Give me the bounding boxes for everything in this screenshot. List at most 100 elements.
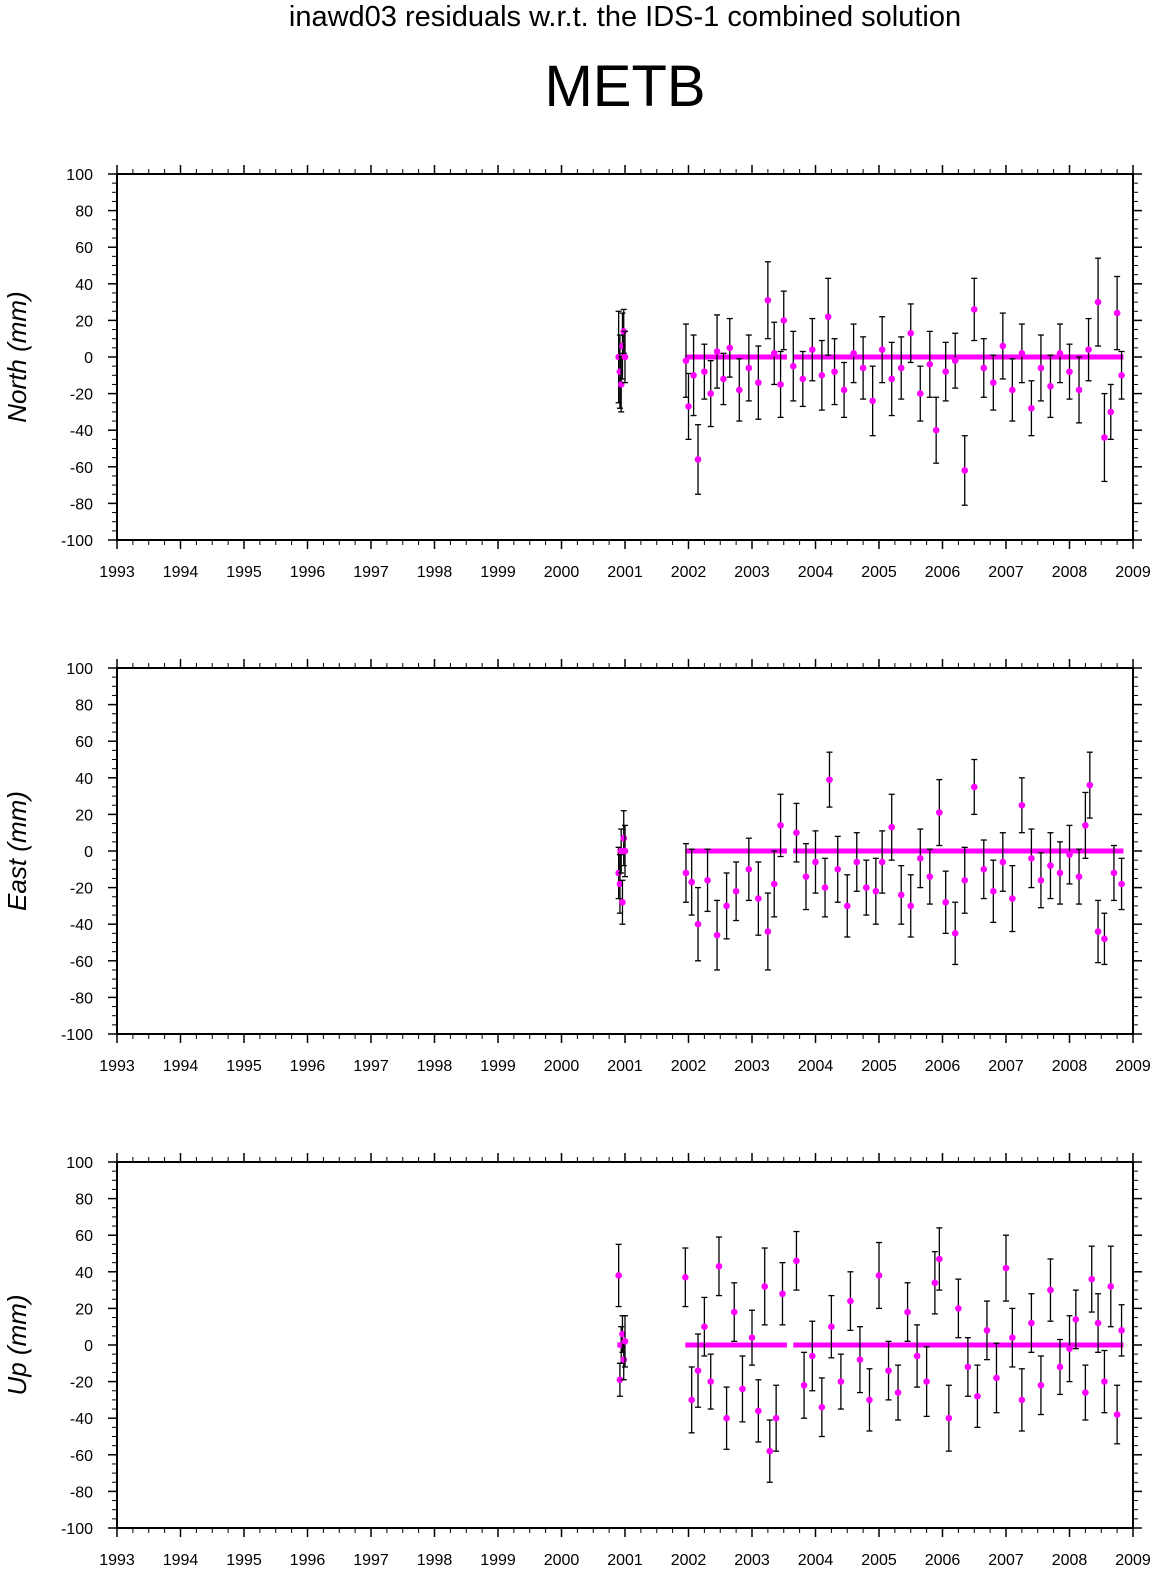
data-point <box>1075 386 1083 394</box>
x-tick-label: 2002 <box>671 1552 707 1569</box>
data-point <box>970 306 978 313</box>
x-tick-label: 1997 <box>353 1058 389 1075</box>
data-point <box>1047 382 1054 390</box>
data-point <box>739 1385 746 1393</box>
data-point <box>682 869 690 877</box>
data-point <box>993 1374 1000 1382</box>
data-point <box>1118 880 1125 888</box>
data-point <box>847 1297 854 1305</box>
data-point <box>809 1352 816 1360</box>
data-layer <box>615 1227 1125 1483</box>
data-point <box>619 898 626 906</box>
data-point <box>897 891 905 899</box>
data-point <box>694 456 702 463</box>
data-point <box>990 887 997 895</box>
data-point <box>1085 346 1092 353</box>
data-point <box>878 858 886 866</box>
data-point <box>853 858 861 866</box>
data-point <box>818 372 826 379</box>
data-point <box>1066 1345 1073 1352</box>
y-tick-label: 20 <box>75 807 93 824</box>
panel-east: 1993 1994 1995 1996 1997 1998 1999 2000 2001 2002… <box>2 659 1151 1075</box>
data-point <box>793 1257 800 1265</box>
data-point <box>942 368 949 375</box>
data-point <box>931 1279 939 1287</box>
y-tick-label: -60 <box>70 1448 93 1465</box>
data-point <box>904 1308 911 1316</box>
x-tick-label: 2005 <box>861 564 897 581</box>
data-point <box>713 931 721 939</box>
data-point <box>1094 928 1102 935</box>
data-point <box>723 902 730 910</box>
x-tick-label: 2009 <box>1115 1058 1151 1075</box>
data-point <box>843 902 851 910</box>
y-tick-label: -40 <box>70 917 93 934</box>
data-point <box>621 353 629 361</box>
data-point <box>951 357 959 364</box>
y-tick-label: -40 <box>70 1411 93 1428</box>
data-point <box>926 873 934 880</box>
y-tick-label: -100 <box>61 1521 93 1538</box>
x-tick-label: 1997 <box>353 1552 389 1569</box>
data-point <box>1018 350 1026 357</box>
data-point <box>682 1273 689 1281</box>
x-tick-label: 2003 <box>734 1552 770 1569</box>
x-tick-label: 2008 <box>1052 564 1088 581</box>
x-tick-label: 2008 <box>1052 1058 1088 1075</box>
y-tick-label: 0 <box>84 1338 93 1355</box>
data-point <box>694 920 702 928</box>
data-point <box>885 1367 892 1374</box>
data-point <box>620 834 628 842</box>
data-point <box>1009 895 1016 902</box>
y-tick-label: 80 <box>75 1192 93 1209</box>
data-point <box>1047 862 1054 869</box>
data-point <box>888 375 895 383</box>
data-point <box>766 1447 774 1455</box>
x-tick-label: 1994 <box>163 1058 199 1075</box>
x-tick-label: 1993 <box>99 564 135 581</box>
data-point <box>1066 368 1073 375</box>
x-tick-label: 2008 <box>1052 1552 1088 1569</box>
y-tick-label: 0 <box>84 350 93 367</box>
data-point <box>726 344 734 352</box>
x-tick-label: 2002 <box>671 1058 707 1075</box>
y-tick-label: 40 <box>75 1265 93 1282</box>
data-point <box>936 809 943 816</box>
data-point <box>897 364 905 372</box>
x-tick-label: 2002 <box>671 564 707 581</box>
data-point <box>1101 935 1108 943</box>
data-point <box>1066 851 1073 858</box>
data-point <box>694 1367 702 1374</box>
data-point <box>772 1414 780 1422</box>
data-point <box>615 1272 622 1279</box>
data-point <box>1113 1411 1121 1418</box>
y-tick-label: -100 <box>61 533 93 550</box>
data-point <box>789 362 797 370</box>
x-tick-label: 2004 <box>798 1552 834 1569</box>
x-tick-label: 2006 <box>925 1552 961 1569</box>
data-point <box>821 884 829 891</box>
data-point <box>777 822 784 829</box>
x-tick-label: 2009 <box>1115 564 1151 581</box>
data-point <box>866 1396 873 1404</box>
data-point <box>942 898 949 906</box>
x-tick-label: 1998 <box>417 1552 453 1569</box>
data-point <box>720 375 727 383</box>
data-point <box>863 884 870 891</box>
data-point <box>793 829 800 836</box>
data-point <box>770 880 778 888</box>
x-tick-label: 1999 <box>480 1552 516 1569</box>
data-point <box>1075 873 1083 880</box>
x-tick-label: 2006 <box>925 564 961 581</box>
y-tick-label: 100 <box>66 167 93 184</box>
data-point <box>764 296 772 304</box>
y-tick-label: 100 <box>66 1155 93 1172</box>
data-point <box>1094 298 1102 306</box>
x-tick-label: 1998 <box>417 564 453 581</box>
data-point <box>688 1396 695 1404</box>
data-point <box>951 930 959 937</box>
x-tick-label: 1994 <box>163 564 199 581</box>
x-tick-label: 1995 <box>226 1058 262 1075</box>
data-point <box>1056 1363 1064 1371</box>
data-point <box>1056 350 1064 357</box>
